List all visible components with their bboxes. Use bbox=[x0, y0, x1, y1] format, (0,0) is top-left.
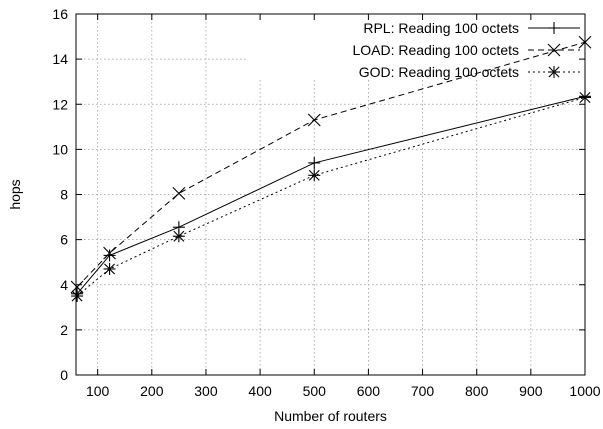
marker-stroke bbox=[579, 91, 591, 103]
x-tick-label: 1000 bbox=[569, 383, 600, 399]
y-tick-label: 4 bbox=[60, 277, 68, 293]
legend: RPL: Reading 100 octets LOAD: Reading 100… bbox=[352, 20, 580, 80]
marker-stroke bbox=[70, 280, 84, 294]
y-axis-label: hops bbox=[7, 179, 23, 209]
data-point bbox=[71, 290, 84, 303]
series-1 bbox=[71, 90, 591, 300]
x-axis-label: Number of routers bbox=[274, 408, 387, 424]
x-tick-label: 200 bbox=[140, 383, 164, 399]
marker-stroke bbox=[103, 246, 116, 260]
marker-stroke bbox=[548, 66, 560, 78]
marker-stroke bbox=[172, 186, 186, 200]
series-2 bbox=[70, 35, 592, 294]
y-tick-label: 2 bbox=[60, 322, 68, 338]
legend-entry: RPL: Reading 100 octets bbox=[363, 20, 580, 36]
legend-entry: LOAD: Reading 100 octets bbox=[352, 42, 580, 58]
data-point bbox=[103, 246, 116, 260]
legend-marker bbox=[547, 43, 561, 57]
data-point bbox=[103, 249, 116, 262]
data-point bbox=[579, 91, 591, 104]
grid-lines bbox=[76, 14, 585, 375]
marker-stroke bbox=[547, 43, 561, 57]
data-point bbox=[172, 186, 186, 200]
data-point bbox=[70, 280, 84, 294]
data-point bbox=[308, 156, 321, 169]
y-tick-label: 6 bbox=[60, 232, 68, 248]
y-tick-label: 10 bbox=[52, 141, 68, 157]
legend-entry: GOD: Reading 100 octets bbox=[359, 64, 580, 80]
x-tick-label: 600 bbox=[357, 383, 381, 399]
marker-stroke bbox=[104, 263, 116, 275]
y-tick-label: 0 bbox=[60, 367, 68, 383]
marker-stroke bbox=[578, 35, 592, 49]
x-tick-label: 100 bbox=[86, 383, 110, 399]
x-tick-label: 700 bbox=[411, 383, 435, 399]
data-point bbox=[578, 35, 592, 49]
series-line bbox=[76, 41, 586, 288]
x-tick-label: 800 bbox=[465, 383, 489, 399]
legend-marker bbox=[548, 66, 560, 78]
x-tick-label: 900 bbox=[519, 383, 543, 399]
marker-stroke bbox=[307, 113, 321, 127]
axes: 100 200 300 400 500 600 700 800 900 1000 0 2 4 6 8 10 12… bbox=[52, 6, 600, 399]
y-tick-label: 8 bbox=[60, 187, 68, 203]
marker-stroke bbox=[71, 290, 83, 302]
series-line bbox=[76, 97, 586, 297]
series-line bbox=[76, 95, 586, 295]
data-point bbox=[307, 113, 321, 127]
data-point bbox=[308, 169, 321, 182]
series-group bbox=[70, 35, 592, 303]
data-point bbox=[172, 230, 185, 243]
legend-label: LOAD: Reading 100 octets bbox=[352, 42, 519, 58]
data-point bbox=[103, 262, 116, 275]
marker-stroke bbox=[173, 230, 185, 242]
y-tick-label: 14 bbox=[52, 51, 68, 67]
series-3 bbox=[71, 91, 591, 303]
y-tick-label: 12 bbox=[52, 96, 68, 112]
legend-label: RPL: Reading 100 octets bbox=[363, 20, 519, 36]
marker-stroke bbox=[308, 169, 320, 181]
x-tick-label: 300 bbox=[194, 383, 218, 399]
y-tick-label: 16 bbox=[52, 6, 68, 22]
x-tick-label: 500 bbox=[303, 383, 327, 399]
legend-label: GOD: Reading 100 octets bbox=[359, 64, 519, 80]
x-tick-label: 400 bbox=[248, 383, 272, 399]
legend-marker bbox=[548, 22, 560, 34]
